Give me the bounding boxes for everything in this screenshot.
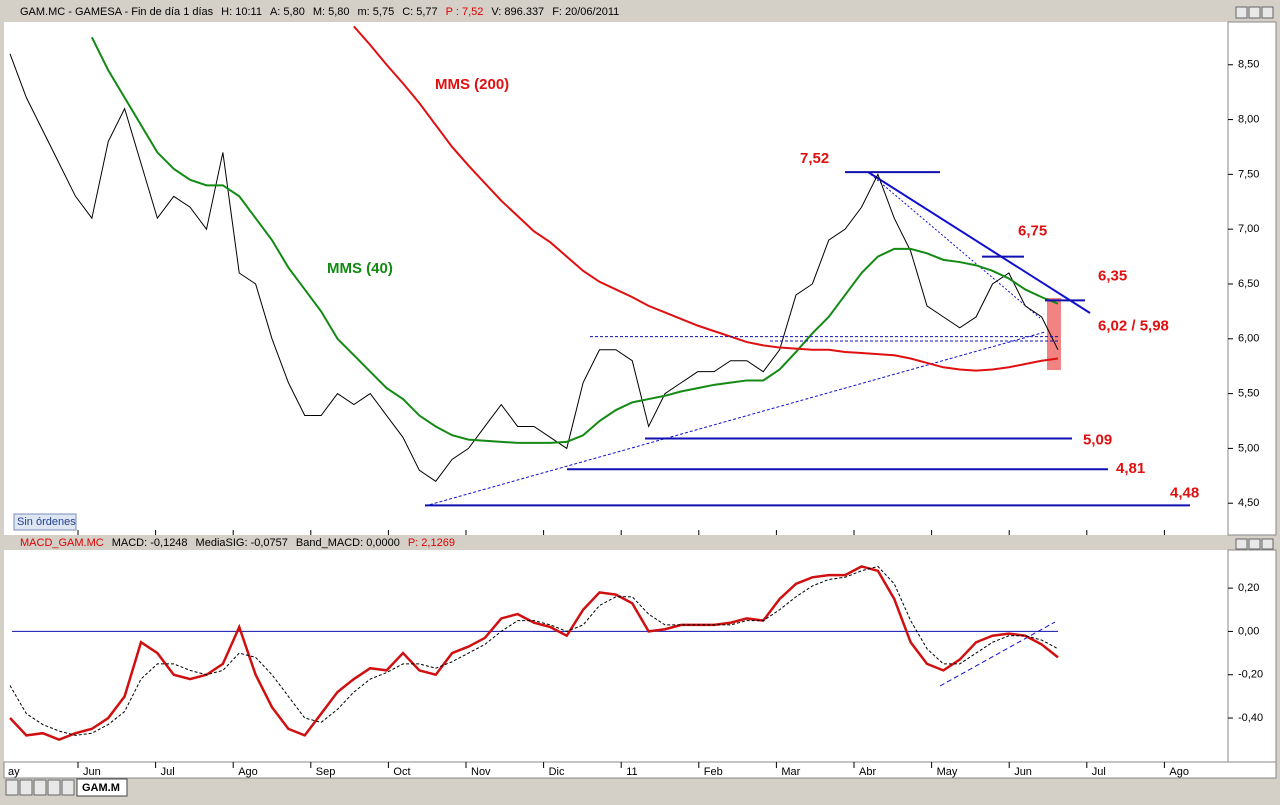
macd-trend-line: [939, 621, 1056, 687]
x-tick-label: Oct: [393, 766, 410, 778]
nav-first[interactable]: [5, 779, 19, 796]
price-axis-area: [1227, 21, 1277, 536]
y-tick-label: -0,40: [1238, 712, 1263, 724]
y-tick-label: 7,50: [1238, 168, 1259, 180]
header-item: GAM.MC - GAMESA - Fin de día 1 días: [20, 6, 214, 18]
series-line: [353, 25, 1059, 372]
orders-button-label: Sin órdenes: [17, 516, 76, 528]
x-tick-label: Dic: [549, 766, 565, 778]
close-button[interactable]: [1261, 6, 1274, 19]
header-item: Band_MACD: 0,0000: [296, 537, 400, 549]
level-label: 4,81: [1116, 460, 1145, 477]
series-line: [9, 565, 1059, 736]
x-tick-label: Sep: [316, 766, 336, 778]
y-tick-label: 6,50: [1238, 278, 1259, 290]
x-tick-label: ay: [8, 766, 20, 778]
downtrend-line: [867, 171, 1091, 314]
x-tick-label: Nov: [471, 766, 491, 778]
close-button[interactable]: [1261, 538, 1274, 550]
time-axis-area: [3, 761, 1277, 779]
header-item: A: 5,80: [270, 6, 305, 18]
x-tick-label: Mar: [781, 766, 800, 778]
symbol-tab[interactable]: [76, 778, 128, 797]
y-tick-label: -0,20: [1238, 669, 1263, 681]
window-buttons: [1235, 6, 1274, 550]
series-annotation: MMS (200): [435, 76, 509, 93]
y-tick-label: 5,50: [1238, 388, 1259, 400]
level-label: 6,75: [1018, 223, 1047, 240]
header-item: MediaSIG: -0,0757: [196, 537, 288, 549]
header-item: P: 2,1269: [408, 537, 455, 549]
x-tick-label: Ago: [1169, 766, 1189, 778]
x-tick-label: 11: [626, 766, 637, 778]
level-label: 6,35: [1098, 267, 1127, 284]
symbol-tab-label: GAM.M: [82, 782, 120, 794]
x-tick-label: Jun: [1014, 766, 1032, 778]
x-tick-label: Jul: [161, 766, 175, 778]
y-tick-label: 7,00: [1238, 223, 1259, 235]
highlight-box: [1047, 298, 1061, 370]
x-tick-label: Jul: [1092, 766, 1106, 778]
x-tick-label: Feb: [704, 766, 723, 778]
nav-prev[interactable]: [19, 779, 33, 796]
header-item: C: 5,77: [402, 6, 437, 18]
trend-guide: [867, 171, 1041, 319]
x-tick-label: May: [937, 766, 958, 778]
y-tick-label: 8,00: [1238, 113, 1259, 125]
macd-axis-area: [1227, 549, 1277, 763]
header-item: V: 896.337: [491, 6, 544, 18]
header-item: m: 5,75: [358, 6, 395, 18]
header-item: MACD_GAM.MC: [20, 537, 104, 549]
nav-buttons: [5, 779, 75, 796]
header-item: F: 20/06/2011: [552, 6, 619, 18]
y-tick-label: 6,00: [1238, 333, 1259, 345]
header-item: M: 5,80: [313, 6, 350, 18]
price-panel: [4, 22, 1228, 535]
series-line: [9, 565, 1059, 742]
orders-button[interactable]: [13, 513, 77, 531]
level-label: 5,09: [1083, 432, 1112, 449]
uptrend-line: [424, 331, 1046, 507]
minimize-button[interactable]: [1235, 538, 1248, 550]
y-tick-label: 8,50: [1238, 59, 1259, 71]
y-tick-label: 4,50: [1238, 497, 1259, 509]
series-line: [9, 53, 1059, 482]
nav-end[interactable]: [61, 779, 75, 796]
header-item: H: 10:11: [221, 6, 262, 18]
y-tick-label: 0,20: [1238, 582, 1259, 594]
x-tick-label: Ago: [238, 766, 258, 778]
level-label: 7,52: [800, 150, 829, 167]
y-tick-label: 5,00: [1238, 442, 1259, 454]
series-annotation: MMS (40): [327, 260, 393, 277]
macd-panel: [4, 550, 1228, 762]
minimize-button[interactable]: [1235, 6, 1248, 19]
nav-next[interactable]: [33, 779, 47, 796]
y-tick-label: 0,00: [1238, 625, 1259, 637]
header-item: MACD: -0,1248: [112, 537, 188, 549]
level-label: 4,48: [1170, 484, 1199, 501]
maximize-button[interactable]: [1248, 6, 1261, 19]
maximize-button[interactable]: [1248, 538, 1261, 550]
x-tick-label: Abr: [859, 766, 876, 778]
level-label: 6,02 / 5,98: [1098, 318, 1169, 335]
nav-last[interactable]: [47, 779, 61, 796]
series-line: [90, 36, 1059, 444]
header-item: P : 7,52: [446, 6, 484, 18]
x-tick-label: Jun: [83, 766, 101, 778]
